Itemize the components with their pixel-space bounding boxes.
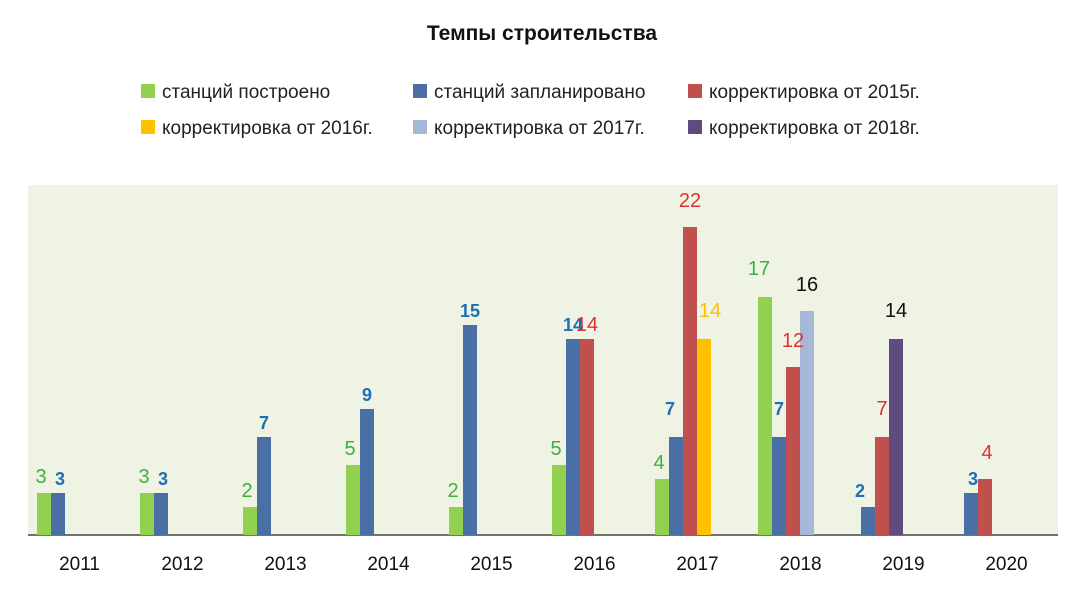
x-tick-label: 2020 [985,554,1027,575]
bar [683,227,697,535]
legend: станций построено станций запланировано ко… [141,82,920,139]
data-label: 2 [241,480,252,502]
data-label: 15 [460,301,480,321]
bar [360,409,374,535]
data-label: 17 [748,258,770,280]
data-label: 7 [774,399,784,419]
bar [552,465,566,535]
data-label: 12 [782,330,804,352]
bar [51,493,65,535]
data-label: 2 [855,481,865,501]
legend-swatch [413,120,427,134]
bar [463,325,477,535]
x-axis-ticks: 2011 2012 2013 2014 2015 2016 2017 2018 2019 2020 [59,554,1028,575]
bar [978,479,992,535]
bar [243,507,257,535]
x-tick-label: 2018 [779,554,821,575]
bar [669,437,683,535]
legend-swatch [688,120,702,134]
data-label: 14 [563,315,583,335]
bar [257,437,271,535]
legend-label: корректировка от 2018г. [709,118,920,139]
data-label: 14 [885,300,907,322]
bar [889,339,903,535]
bars [37,227,992,535]
x-tick-label: 2019 [882,554,924,575]
bar [140,493,154,535]
data-label: 9 [362,385,372,405]
bar [697,339,711,535]
data-label: 22 [679,190,701,212]
x-tick-label: 2012 [161,554,203,575]
x-tick-label: 2011 [59,554,100,575]
data-label: 7 [665,399,675,419]
bar [37,493,51,535]
data-label: 3 [158,469,168,489]
data-label: 7 [259,413,269,433]
bar [861,507,875,535]
bar [346,465,360,535]
legend-swatch [413,84,427,98]
bar [154,493,168,535]
data-label: 3 [55,469,65,489]
data-label: 14 [576,314,598,336]
bar [786,367,800,535]
data-label: 16 [796,274,818,296]
data-label: 5 [550,438,561,460]
legend-swatch [688,84,702,98]
legend-label: корректировка от 2017г. [434,118,645,139]
legend-swatch [141,84,155,98]
x-tick-label: 2017 [676,554,718,575]
bar [772,437,786,535]
bar [800,311,814,535]
legend-label: корректировка от 2015г. [709,82,920,103]
data-label: 3 [138,466,149,488]
legend-label: корректировка от 2016г. [162,118,373,139]
data-label: 4 [653,452,664,474]
x-tick-label: 2015 [470,554,512,575]
bar [758,297,772,535]
x-tick-label: 2013 [264,554,306,575]
legend-swatch [141,120,155,134]
bar [655,479,669,535]
data-label: 3 [968,469,978,489]
x-tick-label: 2016 [573,554,615,575]
bar [875,437,889,535]
bar [449,507,463,535]
bar [964,493,978,535]
x-tick-label: 2014 [367,554,410,575]
chart-title: Темпы строительства [427,22,658,45]
legend-label: станций запланировано [434,82,645,103]
data-label: 14 [699,300,721,322]
bar [580,339,594,535]
data-label: 2 [447,480,458,502]
legend-label: станций построено [162,82,330,103]
plot-area [28,185,1058,535]
data-label: 3 [35,466,46,488]
data-label: 7 [876,398,887,420]
bar [566,339,580,535]
data-label: 4 [981,442,992,464]
data-label: 5 [344,438,355,460]
